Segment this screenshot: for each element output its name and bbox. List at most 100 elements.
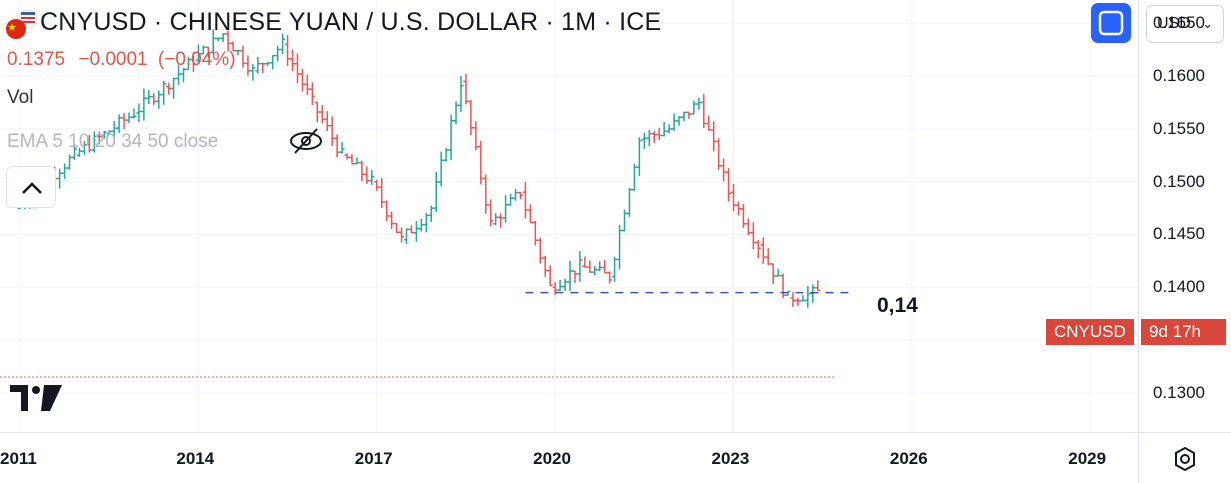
ema-indicator-label[interactable]: EMA 5 10 20 34 50 close bbox=[7, 131, 219, 152]
ohlc-bar bbox=[359, 160, 365, 182]
x-tick-label: 2029 bbox=[1068, 449, 1107, 468]
y-axis-divider bbox=[1138, 0, 1139, 483]
currency-select[interactable]: USD ⌄ bbox=[1146, 5, 1224, 43]
ohlc-bar bbox=[646, 129, 652, 146]
ohlc-bar bbox=[309, 82, 315, 106]
ohlc-bar bbox=[185, 56, 191, 71]
ohlc-bar bbox=[622, 209, 628, 232]
ohlc-bar bbox=[597, 261, 603, 272]
ohlc-bar bbox=[686, 111, 692, 119]
ohlc-bar bbox=[319, 105, 325, 124]
ohlc-bar bbox=[483, 174, 489, 214]
ohlc-bar bbox=[532, 220, 538, 246]
ohlc-bar bbox=[146, 89, 152, 105]
ohlc-bar bbox=[582, 256, 588, 268]
tradingview-logo-icon[interactable] bbox=[10, 385, 62, 411]
ohlc-bar bbox=[790, 291, 796, 307]
ohlc-bar bbox=[498, 213, 504, 228]
ohlc-bar bbox=[423, 212, 429, 233]
ohlc-bar bbox=[270, 54, 276, 70]
eye-off-icon[interactable] bbox=[288, 126, 324, 156]
ohlc-bar bbox=[245, 55, 251, 76]
ohlc-bar bbox=[651, 131, 657, 143]
ohlc-bar bbox=[285, 34, 291, 66]
collapse-legend-button[interactable] bbox=[6, 166, 56, 208]
ohlc-bar bbox=[260, 62, 266, 74]
ohlc-bar bbox=[240, 45, 246, 68]
ohlc-bar bbox=[735, 201, 741, 216]
ohlc-bar bbox=[418, 218, 424, 232]
price-change-percent: (−0.04%) bbox=[157, 49, 236, 70]
ohlc-bar bbox=[364, 166, 370, 184]
ohlc-bar bbox=[181, 68, 187, 83]
annotation-label[interactable]: 0,14 bbox=[877, 294, 918, 317]
ohlc-bar bbox=[636, 137, 642, 176]
ohlc-bar bbox=[72, 144, 78, 160]
ohlc-bar bbox=[537, 237, 543, 264]
ohlc-bar bbox=[190, 52, 196, 72]
ohlc-bar bbox=[354, 157, 360, 165]
symbol-price-tag: CNYUSD bbox=[1046, 319, 1134, 345]
x-axis-divider bbox=[0, 432, 1231, 433]
ohlc-bar bbox=[304, 74, 310, 95]
ohlc-bar bbox=[374, 179, 380, 191]
ohlc-bar bbox=[161, 80, 167, 105]
ohlc-bar bbox=[765, 248, 771, 265]
ohlc-bar bbox=[334, 134, 340, 158]
ohlc-bar bbox=[805, 286, 811, 308]
ohlc-bar bbox=[86, 134, 92, 153]
ohlc-bar bbox=[701, 94, 707, 129]
ohlc-bar bbox=[413, 220, 419, 242]
ohlc-bar bbox=[587, 260, 593, 273]
x-tick-label: 2026 bbox=[889, 449, 928, 468]
ohlc-bar bbox=[67, 154, 73, 170]
ohlc-bar bbox=[126, 112, 132, 123]
currency-value: USD bbox=[1157, 15, 1191, 32]
ohlc-bar bbox=[691, 100, 697, 115]
ohlc-bar bbox=[468, 100, 474, 136]
ohlc-bar bbox=[255, 56, 261, 74]
symbol-title[interactable]: CNYUSD · CHINESE YUAN / U.S. DOLLAR · 1M… bbox=[40, 8, 662, 36]
ohlc-bar bbox=[136, 103, 142, 123]
ohlc-bar bbox=[696, 97, 702, 110]
ohlc-bar bbox=[562, 278, 568, 292]
ohlc-bar bbox=[428, 205, 434, 222]
flags-icon bbox=[6, 9, 38, 39]
fullscreen-button[interactable] bbox=[1091, 3, 1131, 43]
ohlc-bar bbox=[795, 297, 801, 306]
ohlc-bar bbox=[681, 111, 687, 122]
ohlc-bar bbox=[557, 280, 563, 292]
ohlc-bars bbox=[17, 29, 821, 308]
chevron-down-icon: ⌄ bbox=[1202, 16, 1213, 31]
volume-label[interactable]: Vol bbox=[7, 87, 34, 108]
ohlc-bar bbox=[403, 228, 409, 245]
ohlc-bar bbox=[57, 168, 63, 189]
ohlc-bar bbox=[384, 200, 390, 222]
ohlc-bar bbox=[369, 170, 375, 185]
chevron-up-icon bbox=[22, 182, 42, 194]
x-tick-label: 2020 bbox=[533, 449, 571, 468]
ohlc-bar bbox=[349, 154, 355, 165]
ohlc-bar bbox=[389, 211, 395, 229]
y-tick-label: 0.1500 bbox=[1153, 171, 1205, 191]
ohlc-bar bbox=[394, 222, 400, 233]
ohlc-bar bbox=[750, 222, 756, 250]
ohlc-bar bbox=[399, 227, 405, 243]
settings-icon[interactable] bbox=[1172, 446, 1198, 472]
ohlc-bar bbox=[770, 263, 776, 284]
ohlc-bar bbox=[522, 181, 528, 219]
last-price: 0.1375 bbox=[7, 49, 66, 70]
ohlc-bar bbox=[463, 73, 469, 105]
x-tick-label: 2014 bbox=[176, 449, 215, 468]
ohlc-bar bbox=[661, 121, 667, 137]
ohlc-bar bbox=[106, 130, 112, 135]
ohlc-bar bbox=[329, 116, 335, 146]
ohlc-bar bbox=[745, 218, 751, 236]
ohlc-bar bbox=[656, 128, 662, 141]
ohlc-bar bbox=[706, 115, 712, 131]
ohlc-bar bbox=[552, 282, 558, 295]
ohlc-bar bbox=[141, 88, 147, 121]
ohlc-bar bbox=[726, 168, 732, 202]
ohlc-bar bbox=[567, 260, 573, 292]
